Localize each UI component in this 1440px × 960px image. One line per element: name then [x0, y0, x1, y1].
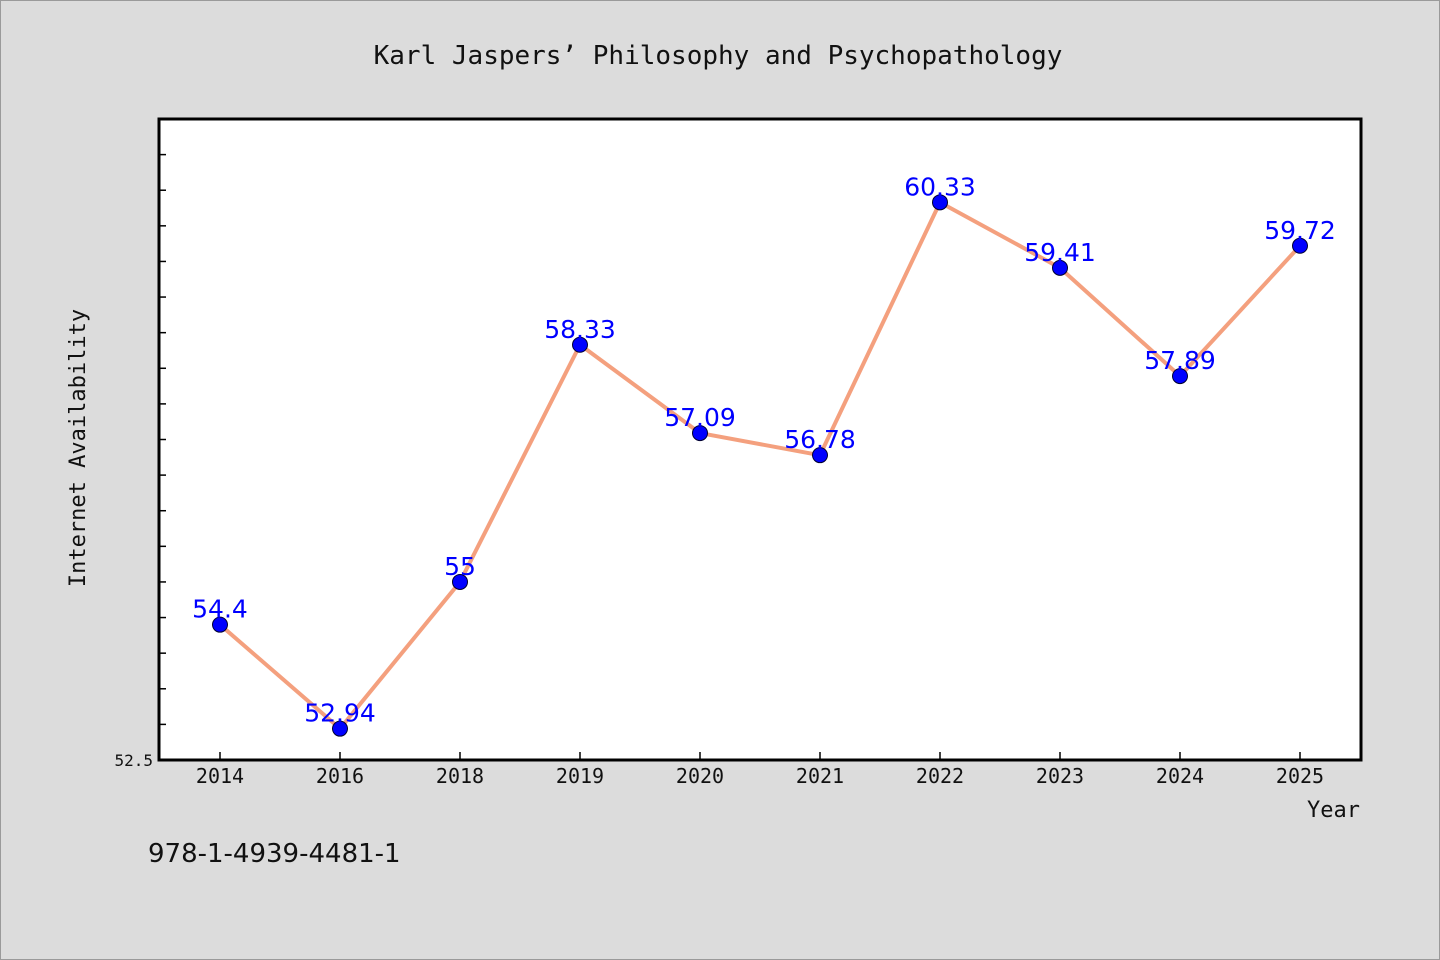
x-axis-label: Year [1307, 798, 1360, 823]
data-label: 56.78 [784, 425, 856, 454]
data-point [692, 425, 708, 442]
data-point [1292, 237, 1308, 254]
data-label: 60.33 [904, 172, 976, 201]
data-point [1172, 368, 1188, 385]
data-label: 59.72 [1264, 216, 1336, 245]
data-point [332, 720, 348, 737]
x-tick-label: 2014 [196, 764, 244, 788]
x-tick-label: 2021 [796, 764, 844, 788]
data-labels: 54.4 52.94 55 58.33 57.09 56.78 60.33 59.41 57.8… [192, 172, 1336, 727]
data-point [452, 573, 468, 590]
data-label: 58.33 [544, 315, 616, 344]
data-point [212, 616, 228, 633]
x-tick-label: 2025 [1276, 764, 1324, 788]
x-tick-label: 2020 [676, 764, 724, 788]
data-label: 54.4 [192, 595, 248, 624]
data-label: 55 [444, 552, 476, 581]
data-label: 59.41 [1024, 238, 1096, 267]
x-tick-label: 2018 [436, 764, 484, 788]
plot-area [157, 117, 1363, 762]
series-line-group [218, 200, 1302, 731]
y-tick-label-min: 52.5 [114, 751, 153, 770]
y-axis-minor-ticks [159, 153, 166, 726]
data-point [572, 336, 588, 353]
x-tick-label: 2022 [916, 764, 964, 788]
data-label: 57.89 [1144, 346, 1216, 375]
data-label: 52.94 [304, 699, 376, 728]
isbn-note: 978-1-4939-4481-1 [148, 839, 401, 869]
data-markers [212, 194, 1308, 737]
data-label: 57.09 [664, 403, 736, 432]
series-line [218, 200, 1302, 731]
x-tick-label: 2023 [1036, 764, 1084, 788]
data-point [932, 194, 948, 211]
x-tick-label: 2024 [1156, 764, 1204, 788]
y-axis-label: Internet Availability [66, 309, 91, 587]
data-point [1052, 259, 1068, 276]
data-point [812, 447, 828, 464]
x-tick-label: 2016 [316, 764, 364, 788]
chart-title: Karl Jaspers’ Philosophy and Psychopatho… [374, 41, 1063, 71]
x-axis-ticks: 2014 2016 2018 2019 2020 2021 2022 2023 2024 2025 [196, 752, 1324, 788]
x-tick-label: 2019 [556, 764, 604, 788]
